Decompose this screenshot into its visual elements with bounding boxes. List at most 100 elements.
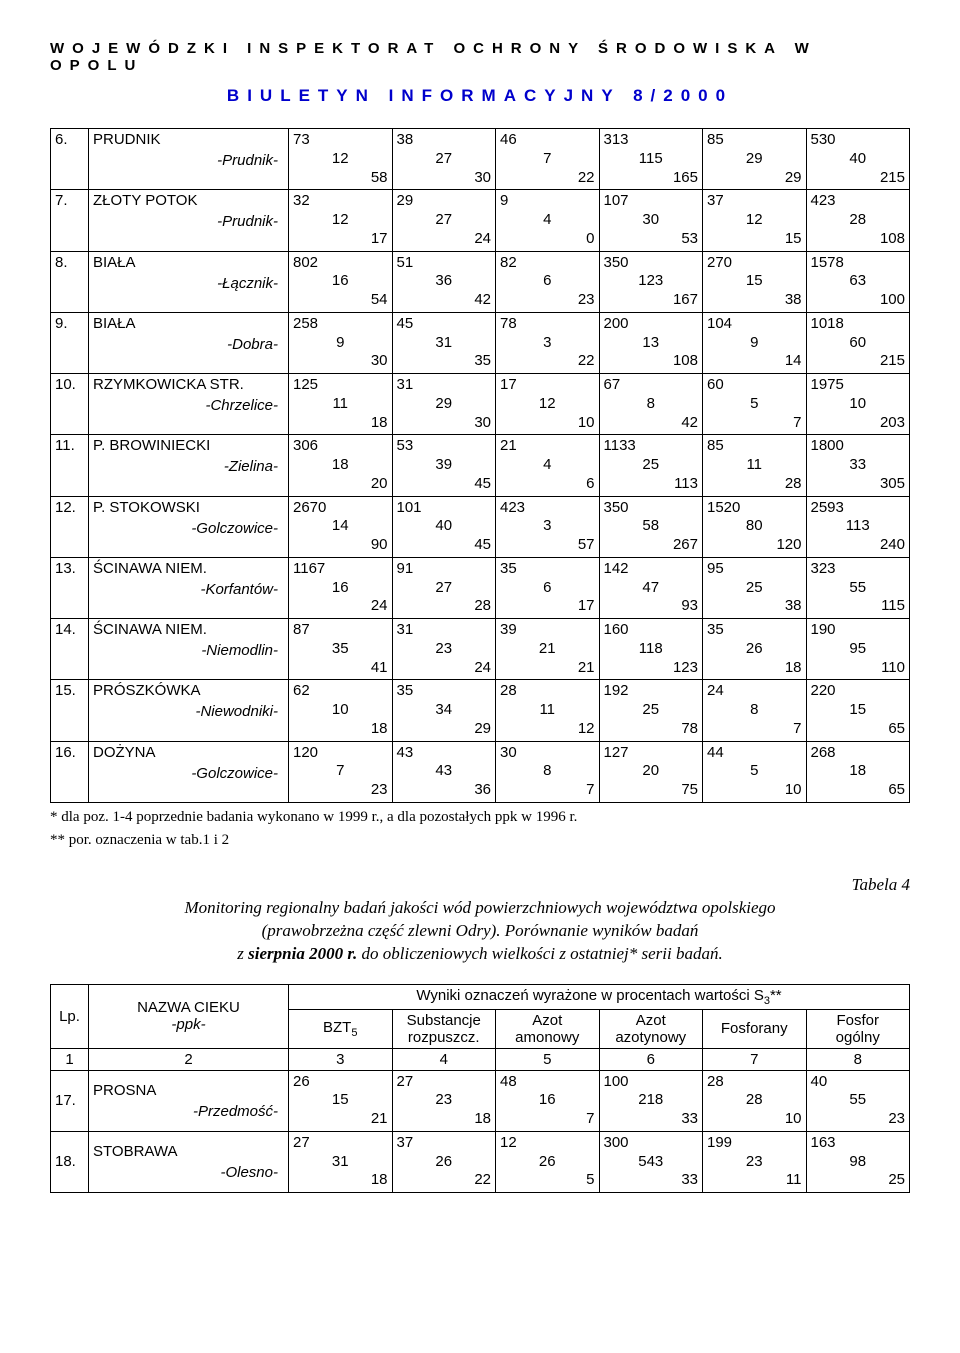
value-cell: 157863100 bbox=[806, 251, 910, 312]
value-a: 1578 bbox=[811, 254, 906, 273]
value-a: 142 bbox=[604, 560, 699, 579]
hdr-fosfor-1: Fosfor bbox=[811, 1012, 906, 1029]
row-number: 17. bbox=[51, 1070, 89, 1131]
value-b: 113 bbox=[811, 517, 906, 536]
value-cell: 273118 bbox=[289, 1131, 393, 1192]
tabela4-label: Tabela 4 bbox=[50, 875, 910, 895]
value-a: 107 bbox=[604, 192, 699, 211]
value-b: 12 bbox=[500, 395, 595, 414]
value-cell: 1922578 bbox=[599, 680, 703, 741]
col-num: 1 bbox=[51, 1048, 89, 1070]
value-a: 67 bbox=[604, 376, 699, 395]
value-b: 16 bbox=[293, 272, 388, 291]
value-c: 14 bbox=[707, 352, 802, 371]
value-c: 36 bbox=[397, 781, 492, 800]
caption-line-2: (prawobrzeżna część zlewni Odry). Porówn… bbox=[262, 921, 699, 940]
value-c: 10 bbox=[500, 414, 595, 433]
value-b: 47 bbox=[604, 579, 699, 598]
value-cell: 353429 bbox=[392, 680, 496, 741]
value-b: 60 bbox=[811, 334, 906, 353]
value-b: 36 bbox=[397, 272, 492, 291]
value-cell: 1014045 bbox=[392, 496, 496, 557]
value-cell: 1992311 bbox=[703, 1131, 807, 1192]
hdr-subst-1: Substancje bbox=[397, 1012, 492, 1029]
row-name-cell: BIAŁA-Łącznik- bbox=[89, 251, 289, 312]
value-c: 35 bbox=[397, 352, 492, 371]
value-a: 268 bbox=[811, 744, 906, 763]
value-cell: 1251118 bbox=[289, 374, 393, 435]
row-name: BIAŁA bbox=[93, 254, 284, 271]
value-c: 30 bbox=[397, 414, 492, 433]
value-cell: 952538 bbox=[703, 557, 807, 618]
table-row: 9.BIAŁA-Dobra-25893045313578322200131081… bbox=[51, 312, 910, 373]
value-cell: 2487 bbox=[703, 680, 807, 741]
hdr-fosforany: Fosforany bbox=[703, 1009, 807, 1048]
row-name-cell: ŚCINAWA NIEM.-Niemodlin- bbox=[89, 619, 289, 680]
value-cell: 258930 bbox=[289, 312, 393, 373]
caption-line-1: Monitoring regionalny badań jakości wód … bbox=[184, 898, 775, 917]
value-b: 11 bbox=[293, 395, 388, 414]
table-row: 11.P. BROWINIECKI-Zielina-30618205339452… bbox=[51, 435, 910, 496]
col-num: 6 bbox=[599, 1048, 703, 1070]
table-row: 6.PRUDNIK-Prudnik-7312583827304672231311… bbox=[51, 129, 910, 190]
value-b: 11 bbox=[500, 701, 595, 720]
value-cell: 513642 bbox=[392, 251, 496, 312]
value-b: 9 bbox=[293, 334, 388, 353]
value-c: 110 bbox=[811, 659, 906, 678]
row-name-cell: BIAŁA-Dobra- bbox=[89, 312, 289, 373]
row-name: DOŻYNA bbox=[93, 744, 284, 761]
row-name-cell: PRUDNIK-Prudnik- bbox=[89, 129, 289, 190]
value-cell: 372622 bbox=[392, 1131, 496, 1192]
table-row: 7.ZŁOTY POTOK-Prudnik-321217292724940107… bbox=[51, 190, 910, 251]
value-c: 25 bbox=[811, 1171, 906, 1190]
value-cell: 2146 bbox=[496, 435, 600, 496]
value-a: 127 bbox=[604, 744, 699, 763]
value-cell: 180033305 bbox=[806, 435, 910, 496]
hdr-lp: Lp. bbox=[51, 984, 89, 1048]
value-c: 23 bbox=[500, 291, 595, 310]
value-c: 23 bbox=[293, 781, 388, 800]
value-cell: 104914 bbox=[703, 312, 807, 373]
value-c: 78 bbox=[604, 720, 699, 739]
value-b: 31 bbox=[293, 1153, 388, 1172]
value-cell: 940 bbox=[496, 190, 600, 251]
value-c: 305 bbox=[811, 475, 906, 494]
value-a: 190 bbox=[811, 621, 906, 640]
org-header: WOJEWÓDZKI INSPEKTORAT OCHRONY ŚRODOWISK… bbox=[50, 40, 910, 74]
value-cell: 78322 bbox=[496, 312, 600, 373]
value-cell: 313115165 bbox=[599, 129, 703, 190]
value-cell: 282810 bbox=[703, 1070, 807, 1131]
row-subname: -Prudnik- bbox=[93, 152, 284, 169]
table-row: 10.RZYMKOWICKA STR.-Chrzelice-1251118312… bbox=[51, 374, 910, 435]
value-b: 10 bbox=[811, 395, 906, 414]
value-b: 16 bbox=[500, 1091, 595, 1110]
hdr-wyniki-sfx: ** bbox=[770, 987, 782, 1004]
value-a: 27 bbox=[397, 1073, 492, 1092]
value-c: 38 bbox=[707, 597, 802, 616]
value-cell: 35617 bbox=[496, 557, 600, 618]
value-cell: 392121 bbox=[496, 619, 600, 680]
value-b: 7 bbox=[500, 150, 595, 169]
value-a: 530 bbox=[811, 131, 906, 150]
value-cell: 873541 bbox=[289, 619, 393, 680]
value-b: 28 bbox=[707, 1091, 802, 1110]
value-b: 63 bbox=[811, 272, 906, 291]
value-c: 65 bbox=[811, 781, 906, 800]
value-cell: 171210 bbox=[496, 374, 600, 435]
value-b: 25 bbox=[604, 701, 699, 720]
value-c: 165 bbox=[604, 169, 699, 188]
footnote-2: ** por. oznaczenia w tab.1 i 2 bbox=[50, 832, 910, 849]
value-b: 25 bbox=[604, 456, 699, 475]
value-b: 7 bbox=[293, 762, 388, 781]
col-num: 2 bbox=[89, 1048, 289, 1070]
value-b: 12 bbox=[293, 150, 388, 169]
table-1: 6.PRUDNIK-Prudnik-7312583827304672231311… bbox=[50, 128, 910, 803]
row-subname: -Prudnik- bbox=[93, 213, 284, 230]
value-a: 35 bbox=[707, 621, 802, 640]
value-c: 29 bbox=[707, 169, 802, 188]
hdr-bzt-sub: 5 bbox=[351, 1027, 357, 1039]
value-c: 0 bbox=[500, 230, 595, 249]
value-b: 4 bbox=[500, 456, 595, 475]
value-b: 8 bbox=[500, 762, 595, 781]
row-name: PROSNA bbox=[93, 1082, 284, 1099]
